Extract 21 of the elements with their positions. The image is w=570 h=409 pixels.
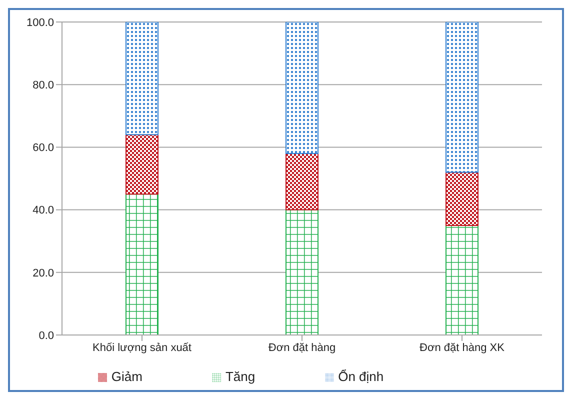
bar — [286, 209, 318, 335]
legend-label: Tăng — [225, 369, 256, 384]
legend-label: Giảm — [111, 369, 142, 384]
y-tick-label: 100.0 — [26, 16, 54, 29]
x-tick-label: Đơn đặt hàng XK — [420, 342, 506, 354]
bar — [446, 22, 478, 173]
bar — [286, 152, 318, 210]
x-tick-label: Đơn đặt hàng — [268, 342, 336, 354]
bar — [286, 22, 318, 154]
y-tick-label: 40.0 — [32, 204, 54, 217]
y-tick-label: 20.0 — [32, 267, 54, 280]
y-tick-label: 60.0 — [32, 142, 54, 154]
bar — [126, 194, 158, 335]
bar — [126, 22, 158, 136]
bar — [126, 134, 158, 195]
legend-label: Ổn định — [338, 369, 384, 384]
bar — [446, 172, 478, 226]
bar — [446, 224, 478, 335]
y-tick-label: 0.0 — [38, 330, 54, 342]
x-tick-label: Khối lượng sản xuất — [92, 342, 192, 354]
y-tick-label: 80.0 — [32, 80, 54, 92]
